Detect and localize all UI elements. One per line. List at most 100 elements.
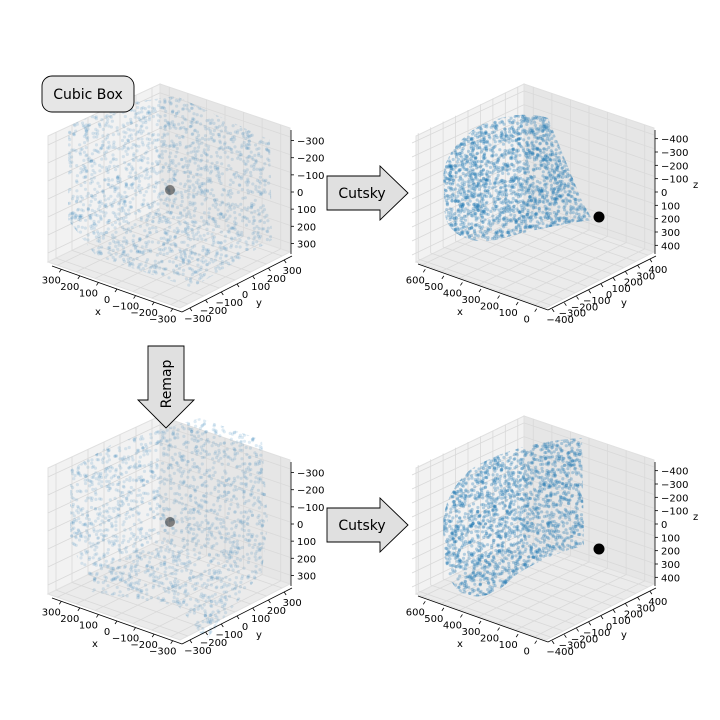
data-point — [97, 246, 101, 250]
data-point — [505, 206, 509, 210]
data-point — [122, 145, 126, 149]
data-point — [90, 213, 94, 217]
data-point — [129, 175, 133, 179]
data-point — [117, 243, 121, 247]
data-point — [131, 157, 135, 161]
data-point — [155, 138, 159, 142]
data-point — [530, 130, 534, 134]
data-point — [146, 203, 150, 207]
data-point — [569, 205, 573, 209]
data-point — [185, 232, 189, 236]
data-point — [556, 209, 560, 213]
data-point — [89, 159, 93, 163]
data-point — [101, 134, 105, 138]
data-point — [92, 222, 96, 226]
x-tick-label: 100 — [79, 288, 98, 299]
data-point — [175, 169, 179, 173]
data-point — [451, 178, 456, 182]
data-point — [453, 164, 457, 168]
data-point — [481, 168, 485, 172]
data-point — [249, 170, 253, 175]
data-point — [170, 205, 175, 209]
data-point — [225, 254, 229, 258]
data-point — [218, 216, 222, 220]
data-point — [220, 213, 224, 217]
data-point — [187, 192, 191, 196]
data-point — [555, 159, 559, 163]
data-point — [244, 130, 248, 134]
data-point — [500, 119, 504, 123]
data-point — [449, 168, 453, 172]
data-point — [94, 117, 98, 121]
data-point — [204, 253, 208, 257]
data-point — [135, 249, 140, 253]
data-point — [466, 194, 470, 198]
data-point — [567, 173, 571, 177]
data-point — [257, 213, 261, 217]
data-point — [489, 224, 493, 228]
data-point — [259, 206, 263, 210]
data-point — [525, 140, 529, 144]
data-point — [91, 131, 95, 135]
data-point — [146, 161, 150, 165]
grid-line — [411, 104, 655, 158]
data-point — [115, 176, 119, 180]
data-point — [507, 210, 512, 214]
data-point — [534, 212, 538, 216]
data-point — [490, 161, 494, 165]
data-point — [510, 120, 514, 124]
data-point — [508, 137, 512, 141]
data-point — [469, 209, 473, 213]
data-point — [216, 252, 220, 256]
data-point — [517, 170, 521, 174]
data-point — [464, 229, 468, 233]
data-point — [450, 207, 454, 211]
data-point — [70, 220, 74, 224]
data-point — [526, 154, 531, 158]
data-point — [531, 147, 535, 151]
data-point — [167, 190, 171, 194]
data-point — [146, 157, 150, 161]
data-point — [534, 140, 538, 144]
data-point — [200, 183, 204, 187]
data-point — [551, 192, 555, 196]
data-point — [154, 180, 158, 184]
data-point — [449, 114, 453, 115]
data-point — [460, 142, 464, 146]
data-point — [173, 235, 177, 239]
data-point — [251, 242, 255, 246]
data-point — [541, 125, 545, 129]
data-point — [84, 132, 88, 136]
data-point — [237, 256, 241, 260]
data-point — [116, 176, 120, 180]
data-point — [210, 118, 214, 122]
grid-line — [47, 127, 291, 182]
data-point — [554, 153, 558, 157]
data-point — [161, 190, 165, 194]
data-point — [92, 230, 96, 234]
data-point — [480, 195, 484, 199]
data-point — [514, 148, 519, 152]
data-point — [462, 142, 467, 146]
axes-panes — [411, 83, 656, 309]
grid-line — [170, 124, 282, 306]
data-point — [197, 133, 201, 137]
data-point — [460, 160, 464, 164]
data-point — [497, 139, 501, 143]
data-point — [453, 148, 457, 153]
data-point — [518, 125, 522, 129]
data-point — [139, 218, 143, 222]
data-point — [144, 260, 148, 264]
data-point — [121, 195, 125, 199]
data-point — [142, 169, 146, 173]
data-point — [215, 198, 219, 202]
grid-line — [71, 124, 204, 297]
data-point — [214, 269, 218, 273]
data-point — [233, 292, 236, 295]
data-point — [90, 194, 94, 198]
grid-line — [151, 118, 263, 299]
data-point — [235, 103, 239, 107]
data-point — [463, 180, 467, 184]
data-point — [196, 258, 200, 262]
data-point — [482, 233, 486, 237]
